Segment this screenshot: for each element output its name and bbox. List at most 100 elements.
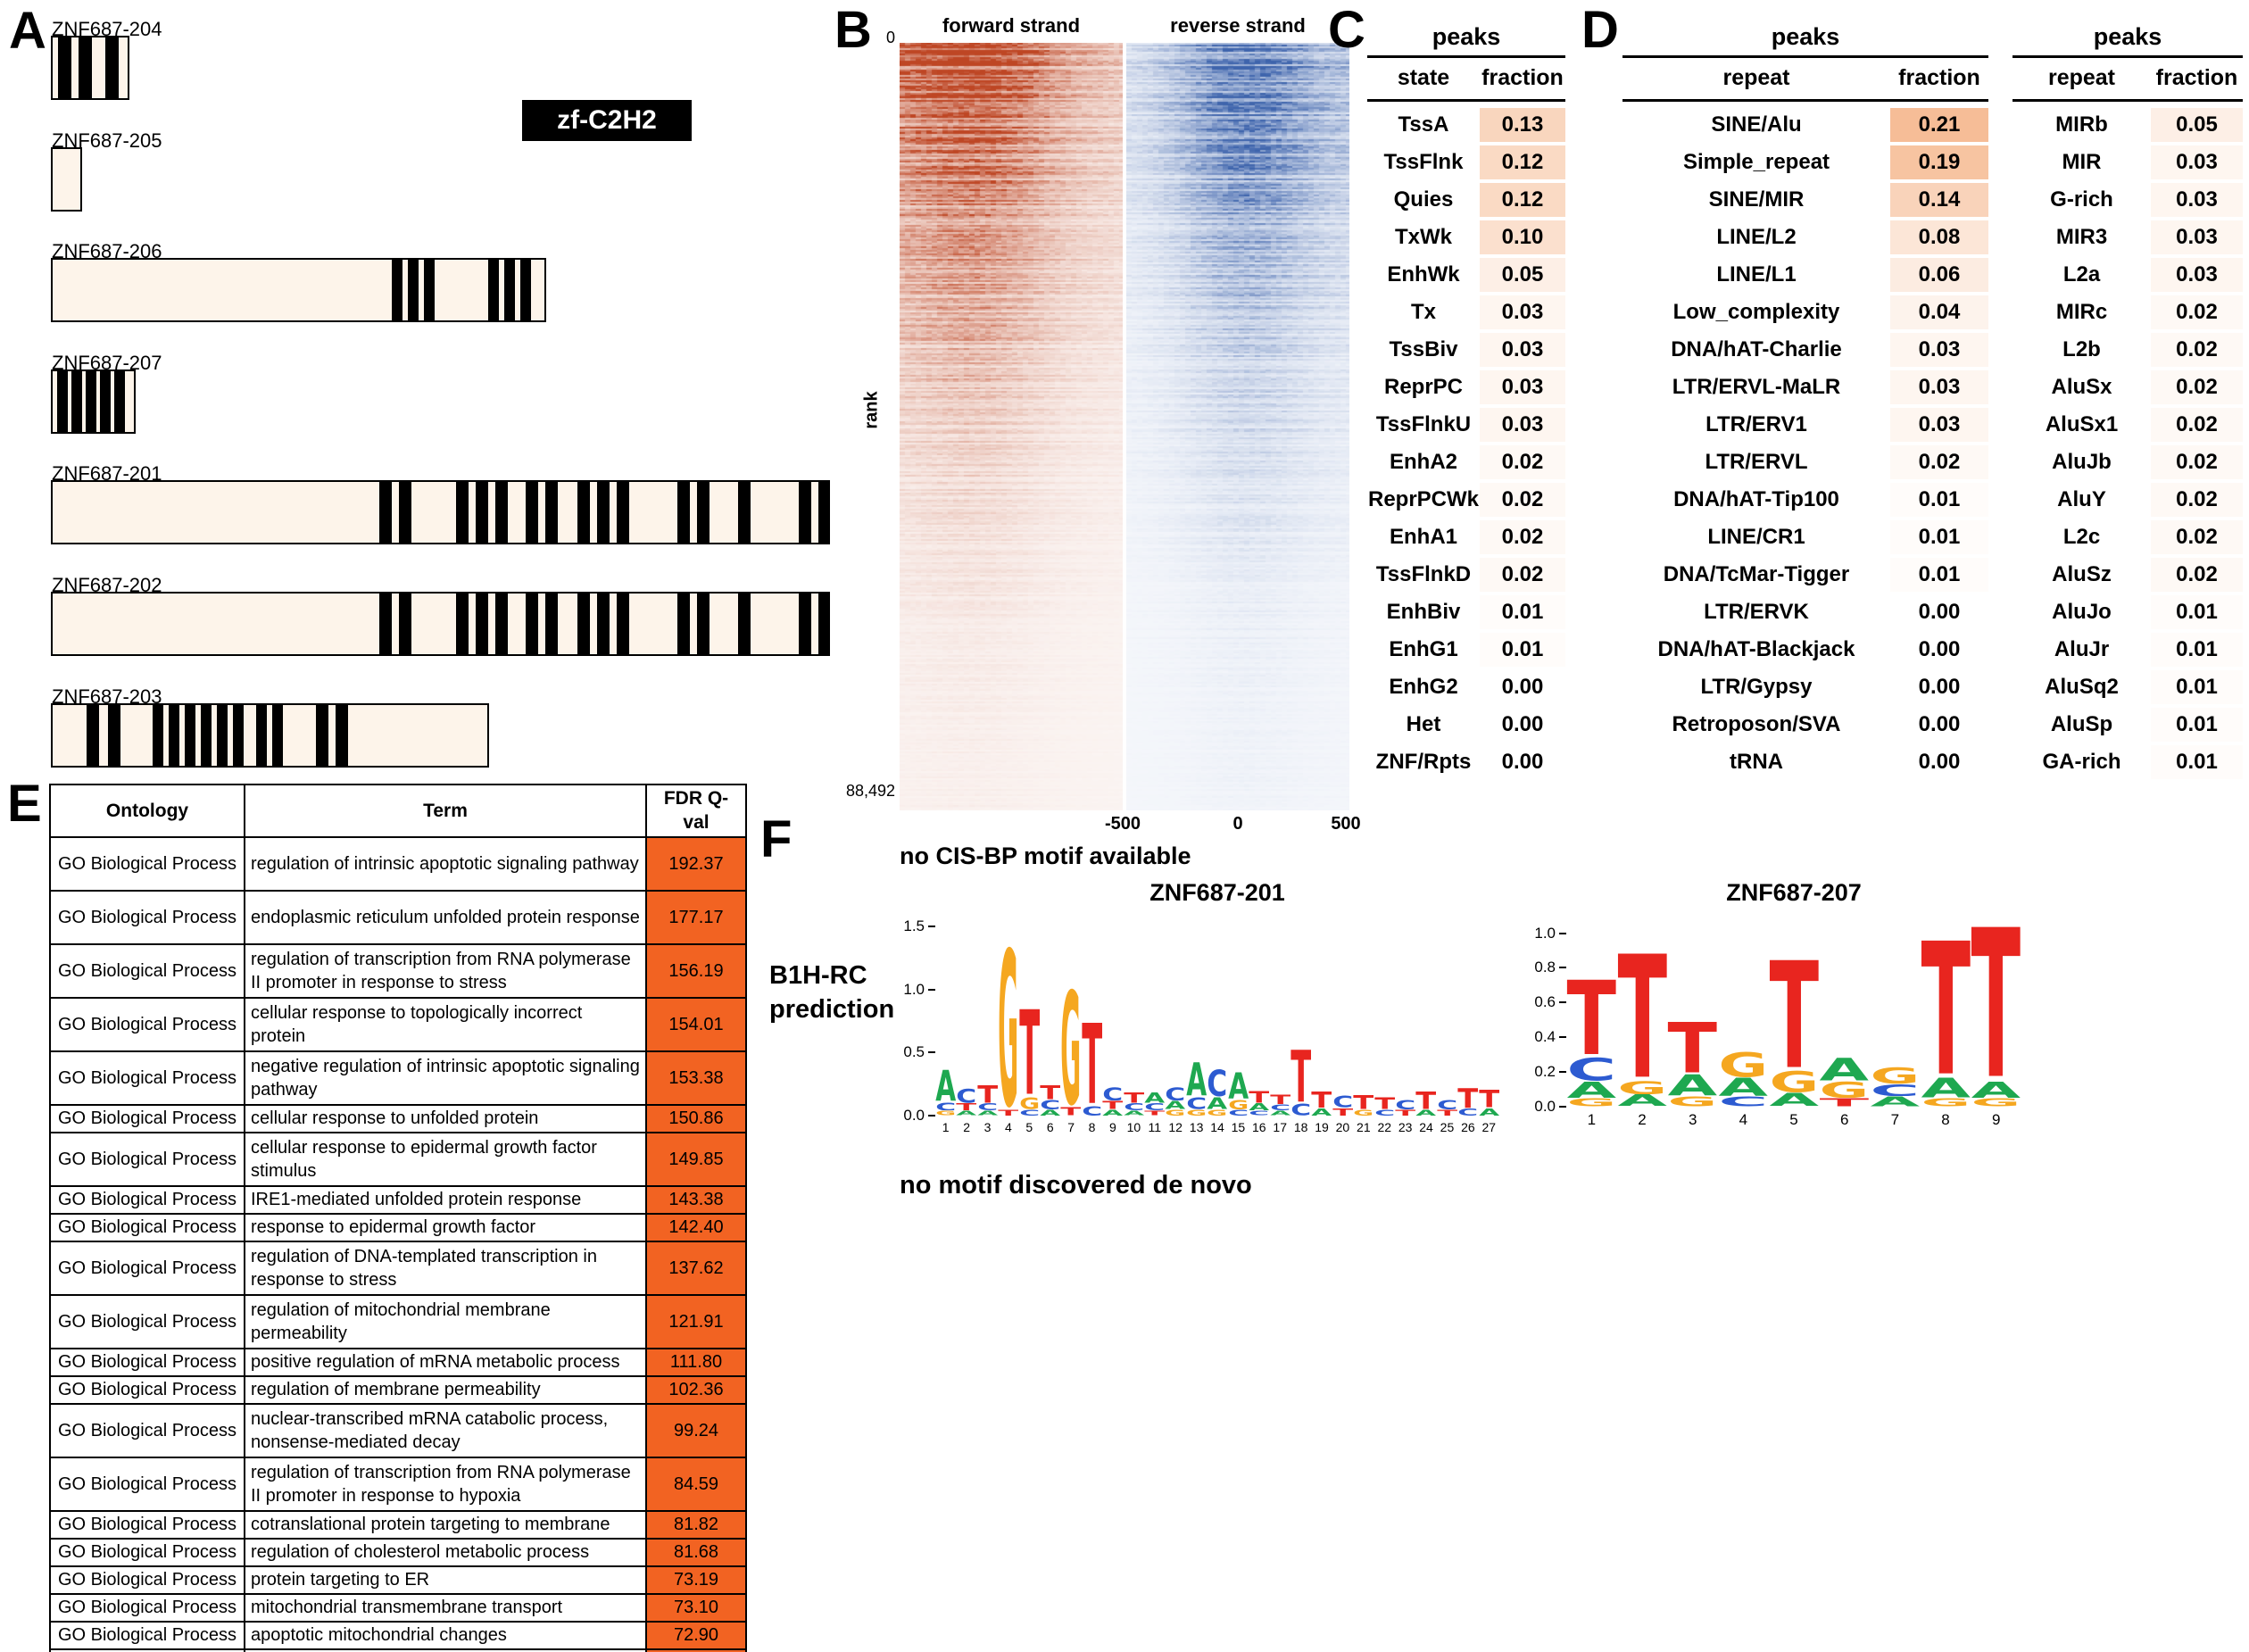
y-tick-label: 0.0 [903,1107,925,1124]
ontology-cell: GO Biological Process [49,1293,245,1349]
logo-letter-g: G [1019,1097,1040,1109]
svg-text:T: T [1061,1107,1082,1116]
zf-domain-bar [57,370,68,432]
logo-letter-c: C [1228,1109,1249,1116]
table-row: GO Biological Process IRE1-mediated unfol… [49,1184,747,1215]
svg-text:T: T [1082,1020,1102,1106]
denovo-motif-note: no motif discovered de novo [900,1171,1252,1200]
logo-letter-t: T [1479,1089,1499,1108]
peaks-row: MIRc 0.02 [2012,294,2243,331]
table-row: GO Biological Process nuclear-transcribed… [49,1402,747,1458]
svg-text:A: A [1040,1109,1060,1116]
y-tick-label: 1.0 [1534,924,1556,942]
peaks-fraction-cell: 0.03 [2151,220,2243,254]
peaks-row: AluY 0.02 [2012,481,2243,519]
zf-domain-bar [738,594,751,654]
logo-letter-a: A [977,1110,998,1116]
svg-text:A: A [1871,1096,1921,1107]
peaks-name-cell: DNA/hAT-Blackjack [1657,637,1855,661]
peaks-name-cell: L2a [2062,262,2101,286]
x-tick-label: 26 [1461,1120,1475,1134]
svg-text:A: A [1207,1097,1228,1109]
svg-text:T: T [1332,1108,1353,1116]
logo-letter-a: A [1921,1077,1971,1098]
peaks-name-cell: Simple_repeat [1682,150,1830,174]
zf-domain-bar [256,704,267,766]
svg-text:G: G [1207,1109,1228,1116]
logo-letter-a: A [1479,1108,1499,1116]
peaks-name-cell: Quies [1393,187,1454,212]
peaks-fraction-cell: 0.03 [1890,408,1988,442]
svg-text:G: G [1871,1067,1921,1083]
table-row: GO Biological Process regulation of intri… [49,835,747,892]
peaks-fraction-cell: 0.00 [1918,675,1961,699]
x-tick-label: 23 [1398,1120,1413,1134]
svg-text:T: T [1249,1091,1269,1103]
peaks-name-cell: EnhBiv [1386,600,1461,624]
term-cell: regulation of cholesterol metabolic proc… [244,1537,647,1567]
svg-text:T: T [1971,921,2021,1081]
peaks-name-cell: AluSp [2050,712,2113,736]
svg-text:G: G [1061,986,1082,1107]
term-cell: cotranslational protein targeting to mem… [244,1509,647,1540]
peaks-row: TssA 0.13 [1367,106,1565,144]
chromatin-state-table: peaks state fraction TssA 0.13 TssFlnk 0.12… [1367,23,1565,781]
peaks-fraction-cell: 0.02 [2151,370,2243,404]
zf-domain-bar [108,704,120,766]
svg-text:A: A [1228,1072,1249,1100]
logo-letter-t: T [1769,956,1820,1070]
fdr-qval-cell: 143.38 [645,1184,747,1215]
svg-text:C: C [1102,1087,1123,1101]
x-tick-label: 7 [1067,1120,1075,1134]
zf-domain-bar [617,482,629,544]
peaks-name-cell: EnhWk [1387,262,1460,286]
peaks-row: AluSx1 0.02 [2012,406,2243,444]
svg-text:T: T [957,1103,977,1110]
zf-domain-bar [456,594,469,654]
svg-text:G: G [1166,1109,1186,1116]
table-row: GO Biological Process cotranslational pro… [49,1509,747,1540]
peaks-name-cell: SINE/Alu [1711,112,1802,137]
logo-letter-c: C [1870,1084,1921,1097]
forward-strand-title: forward strand [942,14,1081,37]
logo-letter-c: C [1082,1106,1102,1116]
x-tick-label: 25 [1440,1120,1455,1134]
svg-text:T: T [1820,1098,1870,1107]
peaks-name-cell: G-rich [2050,187,2113,212]
logo-letter-t: T [1971,921,2021,1081]
logo-letter-t: T [1311,1091,1332,1108]
peaks-table-title: peaks [1367,23,1565,58]
svg-text:G: G [1921,1098,1971,1107]
ontology-cell: GO Biological Process [49,1620,245,1650]
x-tick-label: 24 [1419,1120,1433,1134]
logo-letter-t: T [1082,1020,1102,1106]
table-row: GO Biological Process positive regulation… [49,1347,747,1377]
peaks-row: SINE/MIR 0.14 [1622,181,1988,219]
fdr-qval-cell: 72.90 [645,1620,747,1650]
svg-text:T: T [1567,976,1617,1056]
zf-domain-bar [217,704,228,766]
logo-letter-a: A [1207,1097,1228,1109]
zf-domain-bar [526,594,538,654]
fdr-qval-cell: 149.85 [645,1131,747,1187]
peaks-row: EnhBiv 0.01 [1367,594,1565,631]
zf-domain-bar [617,594,629,654]
svg-text:A: A [935,1069,956,1102]
logo-letter-t: T [1270,1094,1290,1104]
peaks-name-cell: AluSx [2051,375,2112,399]
peaks-name-cell: LINE/L2 [1716,225,1797,249]
y-tick-label: 1.0 [903,980,925,998]
table-row: GO Biological Process apoptotic mitochond… [49,1620,747,1650]
ontology-cell: GO Biological Process [49,942,245,999]
logo-letter-t: T [1144,1110,1165,1116]
peaks-name-cell: ReprPC [1383,375,1464,399]
peaks-fraction-cell: 0.02 [1480,558,1565,592]
zf-domain-bar [476,594,488,654]
zf-domain-bar [597,594,610,654]
term-cell: negative regulation of intrinsic apoptot… [244,1050,647,1106]
peaks-name-cell: Het [1406,712,1441,736]
